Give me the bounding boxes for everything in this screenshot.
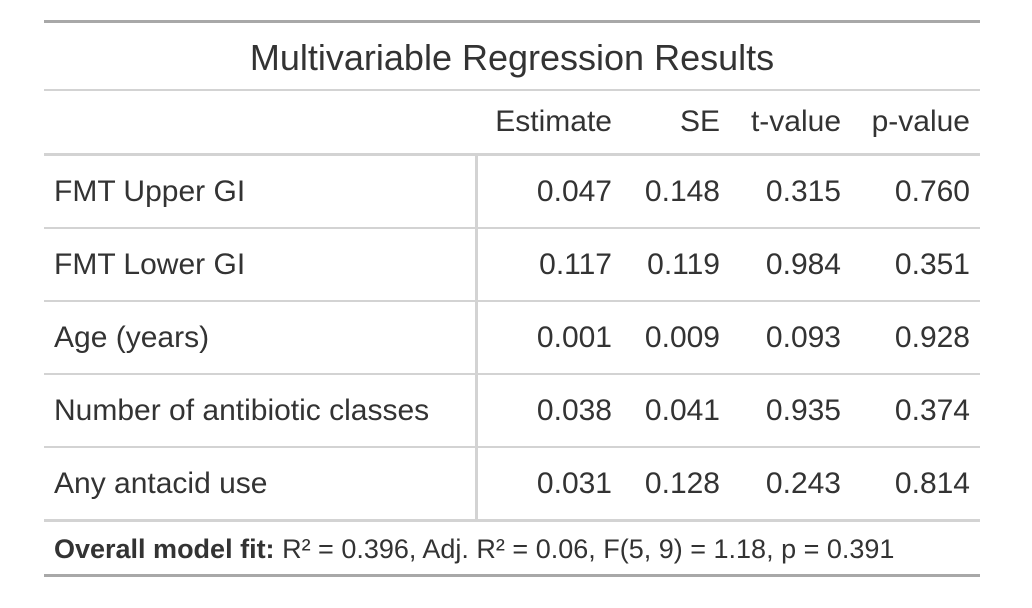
table-row: FMT Lower GI 0.117 0.119 0.984 0.351 (44, 229, 980, 302)
cell-se: 0.148 (644, 174, 720, 208)
cell-se: 0.009 (644, 320, 720, 354)
cell-p-value: 0.814 (894, 466, 970, 500)
regression-table: Multivariable Regression Results Estimat… (44, 20, 980, 577)
row-label: FMT Lower GI (44, 229, 478, 300)
cell-estimate: 0.117 (539, 247, 612, 281)
table-row: Age (years) 0.001 0.009 0.093 0.928 (44, 302, 980, 375)
header-estimate: Estimate (495, 105, 612, 138)
table-row: Any antacid use 0.031 0.128 0.243 0.814 (44, 448, 980, 522)
cell-estimate: 0.038 (536, 393, 612, 427)
model-fit-footnote: Overall model fit: R² = 0.396, Adj. R² =… (44, 522, 980, 577)
column-header-row: Estimate SE t-value p-value (44, 91, 980, 156)
cell-estimate: 0.047 (536, 174, 612, 208)
cell-p-value: 0.760 (894, 174, 970, 208)
row-label: Any antacid use (44, 448, 478, 519)
cell-estimate: 0.001 (536, 320, 612, 354)
cell-t-value: 0.315 (765, 174, 841, 208)
top-rule (44, 20, 980, 23)
cell-t-value: 0.935 (765, 393, 841, 427)
header-t-value: t-value (750, 105, 841, 138)
cell-p-value: 0.928 (894, 320, 970, 354)
row-label: Number of antibiotic classes (44, 375, 478, 446)
cell-estimate: 0.031 (536, 466, 612, 500)
cell-se: 0.128 (644, 466, 720, 500)
cell-t-value: 0.093 (765, 320, 841, 354)
table-title: Multivariable Regression Results (44, 23, 980, 91)
table-row: Number of antibiotic classes 0.038 0.041… (44, 375, 980, 448)
row-label: Age (years) (44, 302, 478, 373)
cell-p-value: 0.374 (894, 393, 970, 427)
cell-se: 0.119 (647, 247, 720, 281)
table-row: FMT Upper GI 0.047 0.148 0.315 0.760 (44, 156, 980, 229)
cell-t-value: 0.243 (765, 466, 841, 500)
row-label: FMT Upper GI (44, 156, 478, 227)
header-se: SE (679, 105, 720, 138)
cell-p-value: 0.351 (894, 247, 970, 281)
footnote-label: Overall model fit: (54, 534, 275, 564)
cell-t-value: 0.984 (765, 247, 841, 281)
header-label (44, 91, 478, 153)
cell-se: 0.041 (644, 393, 720, 427)
header-p-value: p-value (871, 105, 970, 138)
footnote-stats: R² = 0.396, Adj. R² = 0.06, F(5, 9) = 1.… (274, 534, 895, 564)
